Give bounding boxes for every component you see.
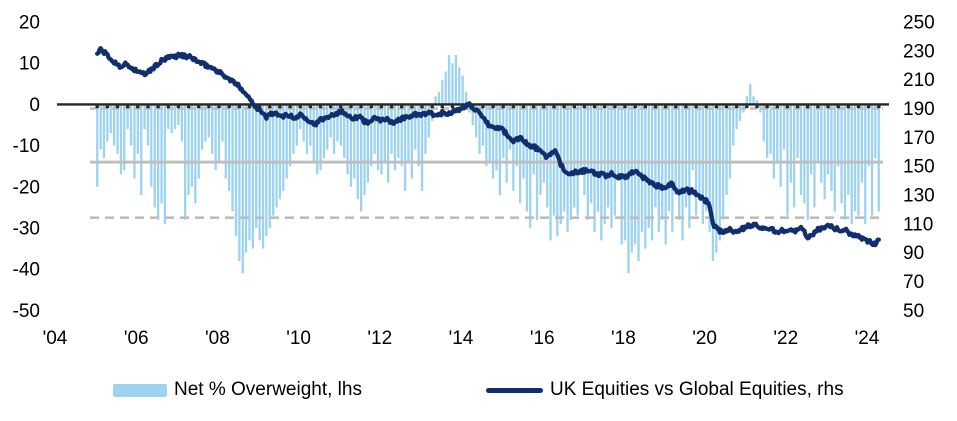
chart-legend: Net % Overweight, lhs UK Equities vs Glo… (0, 374, 957, 406)
line-legend-swatch (486, 387, 543, 393)
svg-text:'06: '06 (124, 328, 149, 349)
svg-text:'16: '16 (530, 328, 555, 349)
svg-text:10: 10 (19, 54, 40, 75)
svg-text:20: 20 (19, 13, 40, 34)
legend-item-line: UK Equities vs Global Equities, rhs (486, 374, 844, 406)
svg-text:250: 250 (903, 13, 935, 34)
svg-text:'10: '10 (286, 328, 311, 349)
svg-text:110: 110 (903, 214, 933, 235)
reference-lines (90, 107, 883, 219)
bars-legend-swatch (113, 383, 167, 397)
svg-text:50: 50 (903, 301, 924, 322)
svg-text:190: 190 (903, 99, 935, 120)
x-axis-labels: '04 '06 '08 '10 '12 '14 '16 '18 '20 '22 '24 (43, 328, 880, 349)
svg-text:'14: '14 (449, 328, 474, 349)
svg-text:90: 90 (903, 243, 924, 264)
svg-text:-40: -40 (13, 260, 40, 281)
svg-text:-30: -30 (13, 219, 40, 240)
svg-text:'20: '20 (692, 328, 717, 349)
svg-text:170: 170 (903, 128, 935, 149)
svg-text:70: 70 (903, 272, 924, 293)
svg-text:130: 130 (903, 186, 935, 207)
line-series (95, 46, 881, 248)
svg-text:'18: '18 (611, 328, 636, 349)
line-legend-label: UK Equities vs Global Equities, rhs (550, 379, 844, 400)
y-axis-right-labels: 250 230 210 190 170 150 130 110 90 70 50 (903, 13, 935, 322)
svg-text:'04: '04 (43, 328, 68, 349)
legend-item-bars: Net % Overweight, lhs (113, 374, 362, 406)
svg-text:'24: '24 (855, 328, 880, 349)
bars-series (96, 55, 880, 274)
svg-text:'22: '22 (773, 328, 798, 349)
svg-text:230: 230 (903, 41, 935, 62)
svg-text:-50: -50 (13, 301, 40, 322)
bars-legend-label: Net % Overweight, lhs (174, 379, 362, 400)
svg-text:150: 150 (903, 157, 935, 178)
svg-text:'12: '12 (367, 328, 392, 349)
y-axis-left-labels: 20 10 0 -10 -20 -30 -40 -50 (13, 13, 40, 322)
svg-text:-10: -10 (13, 136, 40, 157)
svg-text:-20: -20 (13, 177, 40, 198)
svg-text:'08: '08 (205, 328, 230, 349)
chart-plot: 20 10 0 -10 -20 -30 -40 -50 250 230 210 190 170 150 13… (13, 13, 935, 350)
svg-text:0: 0 (29, 95, 40, 116)
uk-vs-global-line (95, 46, 881, 248)
svg-text:210: 210 (903, 70, 935, 91)
